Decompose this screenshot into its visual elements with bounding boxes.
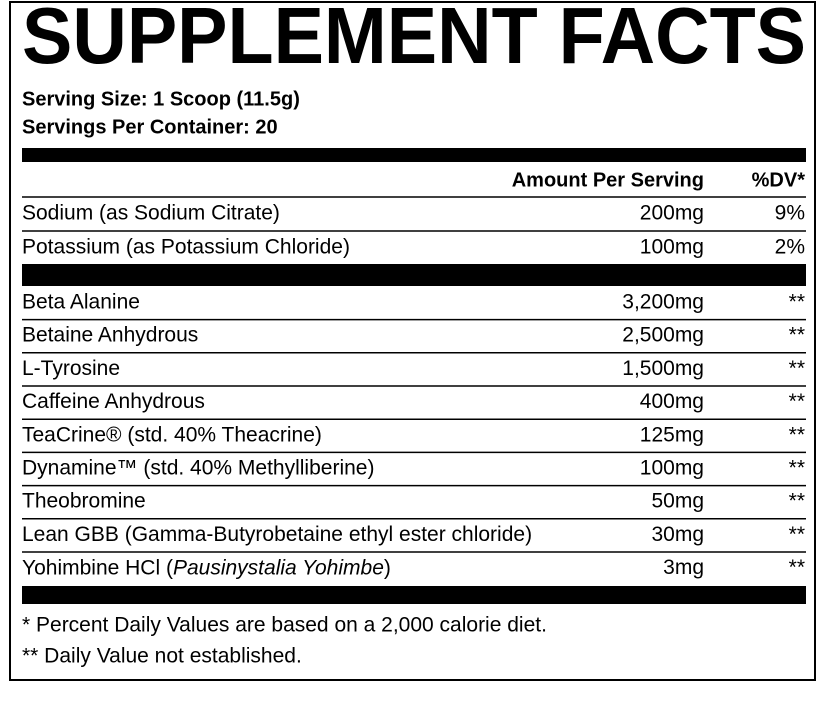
thick-rule bbox=[22, 586, 806, 604]
footnote: * Percent Daily Values are based on a 2,… bbox=[22, 614, 547, 637]
amount: 400mg bbox=[640, 390, 704, 413]
amount: 3mg bbox=[663, 556, 704, 579]
label-border bbox=[9, 1, 816, 681]
name-part: Pausinystalia Yohimbe bbox=[173, 556, 384, 579]
name-part: Yohimbine HCl ( bbox=[22, 556, 173, 579]
ingredient-name: Betaine Anhydrous bbox=[22, 324, 198, 347]
daily-value: 9% bbox=[775, 202, 805, 225]
daily-value: ** bbox=[789, 390, 805, 413]
thick-rule bbox=[22, 148, 806, 162]
footnote: ** Daily Value not established. bbox=[22, 645, 302, 668]
amount: 100mg bbox=[640, 457, 704, 480]
name-part: ) bbox=[384, 556, 391, 579]
ingredient-name: L-Tyrosine bbox=[22, 357, 120, 380]
ingredient-name: Dynamine™ (std. 40% Methylliberine) bbox=[22, 457, 374, 480]
thick-rule bbox=[22, 264, 806, 286]
daily-value: ** bbox=[789, 490, 805, 513]
header-amount: Amount Per Serving bbox=[512, 169, 704, 191]
amount: 125mg bbox=[640, 423, 704, 446]
amount: 1,500mg bbox=[622, 357, 704, 380]
serving-size: Serving Size: 1 Scoop (11.5g) bbox=[22, 88, 300, 110]
ingredient-name: Lean GBB (Gamma-Butyrobetaine ethyl este… bbox=[22, 523, 532, 546]
amount: 100mg bbox=[640, 236, 704, 259]
title: SUPPLEMENT FACTS bbox=[22, 0, 806, 80]
amount: 30mg bbox=[651, 523, 704, 546]
ingredient-name: Theobromine bbox=[22, 490, 146, 513]
daily-value: ** bbox=[789, 523, 805, 546]
ingredient-name: Sodium (as Sodium Citrate) bbox=[22, 202, 280, 225]
ingredient-name: Caffeine Anhydrous bbox=[22, 390, 205, 413]
daily-value: ** bbox=[789, 556, 805, 579]
daily-value: ** bbox=[789, 324, 805, 347]
ingredient-name: Yohimbine HCl (Pausinystalia Yohimbe) bbox=[22, 556, 391, 579]
amount: 200mg bbox=[640, 202, 704, 225]
daily-value: ** bbox=[789, 457, 805, 480]
ingredient-name: TeaCrine® (std. 40% Theacrine) bbox=[22, 423, 322, 446]
amount: 50mg bbox=[651, 490, 704, 513]
daily-value: 2% bbox=[775, 236, 805, 259]
ingredient-name: Beta Alanine bbox=[22, 291, 140, 314]
daily-value: ** bbox=[789, 357, 805, 380]
daily-value: ** bbox=[789, 423, 805, 446]
ingredient-name: Potassium (as Potassium Chloride) bbox=[22, 236, 350, 259]
amount: 3,200mg bbox=[622, 291, 704, 314]
amount: 2,500mg bbox=[622, 324, 704, 347]
servings-per-container: Servings Per Container: 20 bbox=[22, 116, 278, 138]
daily-value: ** bbox=[789, 291, 805, 314]
header-dv: %DV* bbox=[752, 169, 806, 191]
